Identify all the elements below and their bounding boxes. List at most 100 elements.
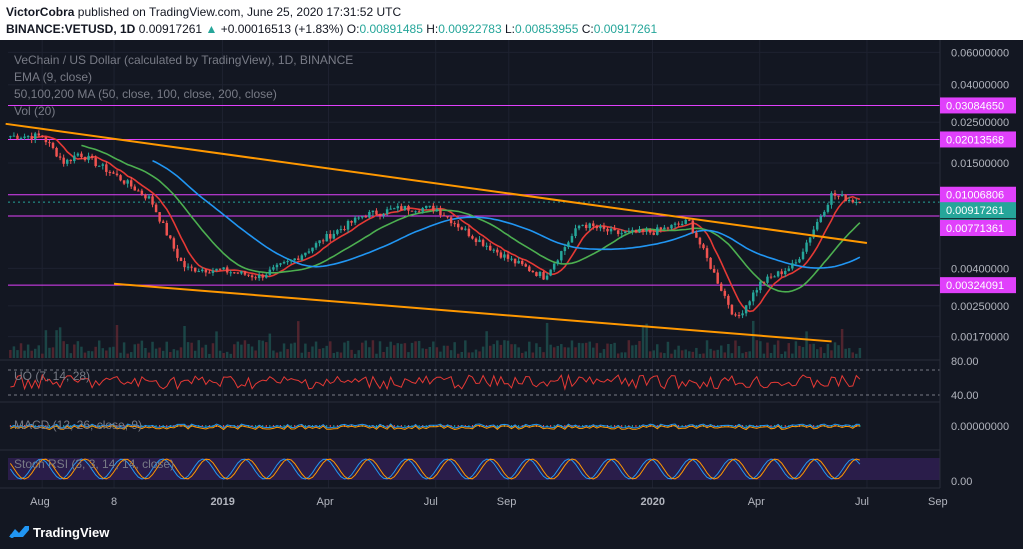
price-tick-label: 0.04000000 bbox=[951, 80, 1009, 92]
candle-body bbox=[428, 205, 432, 207]
volume-bar bbox=[197, 340, 200, 358]
macd-histogram-bar bbox=[734, 425, 736, 427]
time-tick-label: Apr bbox=[316, 496, 333, 508]
macd-histogram-bar bbox=[468, 425, 470, 427]
macd-histogram-bar bbox=[436, 425, 438, 427]
volume-bar bbox=[385, 346, 389, 358]
tradingview-logo-icon[interactable] bbox=[8, 524, 30, 540]
legend-uo[interactable]: UO (7, 14, 28) bbox=[14, 369, 90, 383]
volume-bar bbox=[847, 348, 851, 358]
candle-body bbox=[364, 216, 368, 218]
footer-brand[interactable]: TradingView bbox=[33, 525, 110, 540]
symbol-label[interactable]: BINANCE:VETUSD, 1D bbox=[6, 22, 136, 36]
time-axis[interactable]: Aug 8 2019 Apr Jul Sep 2020 Apr Jul Sep bbox=[0, 487, 948, 508]
legend-ema[interactable]: EMA (9, close) bbox=[14, 70, 92, 84]
candle-body bbox=[183, 261, 186, 268]
volume-bar bbox=[702, 353, 705, 358]
volume-bar bbox=[780, 353, 783, 358]
volume-bar bbox=[101, 348, 105, 358]
candle-body bbox=[90, 155, 94, 158]
macd-histogram-bar bbox=[518, 425, 520, 427]
volume-bar bbox=[16, 350, 19, 358]
candle-body bbox=[161, 221, 165, 223]
candle-body bbox=[218, 268, 222, 270]
candle-body bbox=[23, 136, 26, 138]
time-tick-label: Sep bbox=[497, 496, 517, 508]
macd-histogram-bar bbox=[34, 425, 36, 427]
trendlines[interactable] bbox=[5, 122, 868, 343]
volume-bar bbox=[762, 353, 766, 358]
volume-bar bbox=[499, 344, 503, 358]
candle-body bbox=[261, 274, 264, 278]
candle-body bbox=[549, 269, 552, 276]
volume-bar bbox=[531, 352, 535, 358]
candle-body bbox=[73, 155, 76, 162]
macd-histogram-bar bbox=[269, 425, 271, 427]
candle-body bbox=[286, 261, 289, 263]
footer: TradingView bbox=[0, 518, 1023, 549]
price-tick-label: 0.06000000 bbox=[951, 47, 1009, 59]
up-arrow-icon: ▲ bbox=[205, 22, 218, 36]
legend-stoch[interactable]: Stoch RSI (3, 3, 14, 14, close) bbox=[14, 457, 174, 471]
volume-bar bbox=[428, 346, 432, 358]
candle-body bbox=[503, 254, 506, 258]
candle-body bbox=[798, 259, 801, 263]
volume-bar bbox=[556, 345, 559, 358]
price-axis[interactable]: 0.06000000 0.04000000 0.02500000 0.01500000… bbox=[939, 40, 1016, 488]
candle-body bbox=[439, 209, 442, 216]
macd-histogram-bar bbox=[749, 425, 751, 427]
author-name[interactable]: VictorCobra bbox=[6, 5, 75, 19]
candle-body bbox=[417, 211, 421, 213]
volume-bar bbox=[688, 351, 691, 358]
candle-body bbox=[602, 226, 606, 229]
candle-body bbox=[794, 262, 798, 264]
macd-histogram-bar bbox=[98, 425, 100, 427]
chart-canvas[interactable]: 0.06000000 0.04000000 0.02500000 0.01500000… bbox=[0, 40, 1023, 518]
macd-histogram-bar bbox=[205, 425, 207, 427]
candle-body bbox=[410, 210, 414, 212]
trendline-lower bbox=[113, 282, 832, 343]
volume-bar bbox=[453, 342, 456, 358]
candle-body bbox=[801, 251, 805, 260]
candle-body bbox=[574, 228, 577, 237]
macd-histogram-bar bbox=[45, 425, 47, 427]
publish-info: published on TradingView.com, June 25, 2… bbox=[74, 5, 402, 19]
volume-bar bbox=[478, 351, 481, 358]
volume-bar bbox=[201, 347, 204, 358]
volume-bar bbox=[23, 350, 26, 358]
candle-body bbox=[545, 275, 549, 280]
volume-bar bbox=[798, 345, 801, 358]
candle-body bbox=[169, 235, 172, 239]
volume-bar bbox=[183, 325, 186, 358]
volume-bar bbox=[581, 343, 584, 358]
candle-body bbox=[240, 271, 243, 274]
legend-macd[interactable]: MACD (12, 26, close, 9) bbox=[14, 418, 142, 432]
macd-histogram-bar bbox=[311, 425, 313, 427]
candle-body bbox=[37, 133, 41, 136]
macd-histogram-bar bbox=[294, 425, 296, 427]
macd-histogram-bar bbox=[575, 425, 577, 427]
candle-body bbox=[634, 229, 638, 233]
legend-vol[interactable]: Vol (20) bbox=[14, 104, 55, 118]
candle-body bbox=[485, 245, 488, 247]
candle-body bbox=[332, 233, 336, 239]
volume-bar bbox=[268, 333, 272, 358]
candle-body bbox=[744, 305, 748, 314]
macd-histogram-bar bbox=[70, 425, 72, 427]
legend-ma[interactable]: 50,100,200 MA (50, close, 100, close, 20… bbox=[14, 87, 277, 101]
candle-body bbox=[783, 270, 787, 275]
volume-bar bbox=[844, 348, 847, 358]
volume-bar bbox=[641, 326, 645, 358]
price-label-tag bbox=[940, 219, 1016, 236]
candle-body bbox=[759, 281, 762, 291]
volume-bars bbox=[9, 320, 862, 358]
macd-histogram-bar bbox=[326, 425, 328, 427]
candle-body bbox=[76, 153, 80, 156]
candle-body bbox=[833, 193, 837, 196]
candle-body bbox=[87, 155, 90, 161]
macd-histogram-bar bbox=[144, 425, 146, 427]
volume-bar bbox=[94, 346, 97, 358]
volume-bar bbox=[517, 347, 520, 358]
candle-body bbox=[215, 268, 218, 271]
candle-body bbox=[755, 290, 759, 293]
